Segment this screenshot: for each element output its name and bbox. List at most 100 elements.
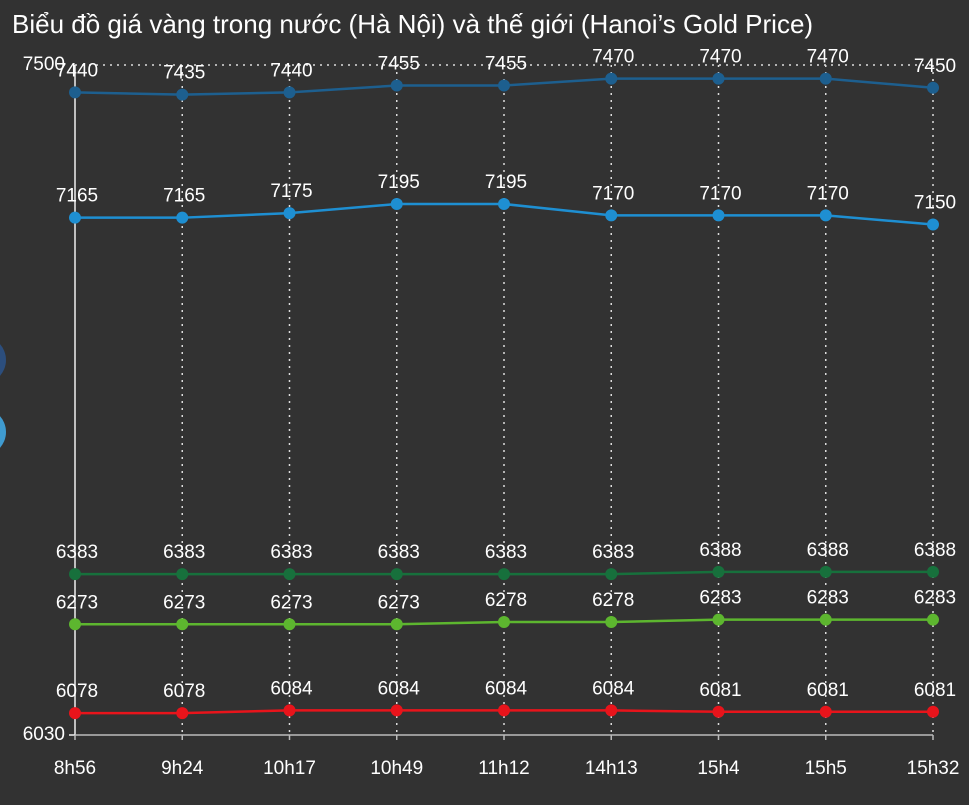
data-label: 6081: [807, 680, 849, 701]
x-tick-label: 15h5: [805, 758, 847, 779]
data-label: 6078: [56, 681, 98, 702]
data-point: [176, 88, 189, 101]
data-point: [69, 211, 81, 224]
data-label: 7450: [914, 56, 956, 77]
data-point: [390, 618, 403, 631]
data-point: [819, 209, 832, 222]
data-label: 6078: [163, 681, 205, 702]
data-label: 6278: [592, 590, 634, 611]
data-point: [712, 565, 725, 578]
data-point: [498, 198, 510, 211]
data-label: 7165: [56, 186, 98, 207]
data-label: 7470: [807, 47, 849, 68]
data-point: [927, 705, 939, 718]
x-tick-label: 10h17: [263, 758, 316, 779]
data-point: [712, 72, 725, 85]
data-point: [176, 707, 189, 720]
data-point: [283, 86, 296, 99]
data-label: 6383: [56, 542, 98, 563]
data-label: 7165: [163, 186, 205, 207]
data-point: [927, 81, 939, 94]
data-label: 6084: [270, 678, 313, 699]
decor-circle: [0, 416, 6, 448]
data-point: [390, 198, 403, 211]
data-point: [390, 704, 403, 717]
data-point: [819, 705, 832, 718]
data-label: 6084: [378, 678, 421, 699]
data-label: 6273: [378, 592, 420, 613]
data-point: [176, 618, 189, 631]
x-tick-label: 11h12: [478, 758, 529, 779]
data-label: 6084: [592, 678, 635, 699]
data-point: [283, 704, 296, 717]
x-tick-label: 15h4: [697, 758, 740, 779]
data-point: [819, 613, 832, 626]
data-label: 6383: [592, 542, 634, 563]
data-label: 7195: [485, 172, 527, 193]
data-label: 6273: [270, 592, 312, 613]
y-tick-label: 7500: [23, 54, 65, 75]
data-point: [69, 86, 81, 99]
data-label: 6081: [699, 680, 741, 701]
data-label: 7170: [807, 183, 849, 204]
data-point: [605, 704, 618, 717]
data-point: [712, 209, 725, 222]
data-point: [498, 79, 510, 92]
data-label: 6383: [163, 542, 205, 563]
data-point: [176, 211, 189, 224]
decor-circle: [0, 344, 6, 376]
data-point: [176, 568, 189, 581]
y-tick-label: 6030: [23, 724, 65, 745]
data-label: 6273: [56, 592, 98, 613]
data-label: 7150: [914, 193, 956, 214]
data-point: [498, 568, 510, 581]
data-label: 6081: [914, 680, 956, 701]
data-label: 7170: [699, 183, 741, 204]
data-point: [498, 704, 510, 717]
data-label: 7435: [163, 63, 205, 84]
data-point: [927, 565, 939, 578]
data-label: 6283: [807, 588, 849, 609]
data-point: [283, 618, 296, 631]
data-label: 7470: [592, 47, 634, 68]
x-tick-label: 10h49: [370, 758, 423, 779]
data-point: [283, 207, 296, 220]
data-label: 6388: [807, 540, 849, 561]
data-point: [927, 613, 939, 626]
data-point: [605, 72, 618, 85]
data-point: [712, 705, 725, 718]
data-label: 7440: [56, 60, 98, 81]
data-label: 7175: [270, 181, 312, 202]
data-point: [283, 568, 296, 581]
data-point: [390, 568, 403, 581]
data-label: 6388: [699, 540, 741, 561]
data-label: 6383: [485, 542, 527, 563]
data-point: [605, 615, 618, 628]
data-label: 6278: [485, 590, 527, 611]
x-tick-label: 8h56: [54, 758, 96, 779]
data-point: [69, 618, 81, 631]
x-tick-label: 9h24: [161, 758, 204, 779]
chart-title: Biểu đồ giá vàng trong nước (Hà Nội) và …: [12, 9, 813, 39]
data-label: 6383: [270, 542, 312, 563]
data-label: 7195: [378, 172, 420, 193]
data-point: [390, 79, 403, 92]
data-label: 7455: [378, 54, 420, 75]
data-label: 6084: [485, 678, 528, 699]
data-point: [605, 568, 618, 581]
data-label: 6383: [378, 542, 420, 563]
data-label: 6283: [914, 588, 956, 609]
data-point: [605, 209, 618, 222]
data-point: [819, 72, 832, 85]
data-label: 7440: [270, 60, 312, 81]
data-label: 7170: [592, 183, 634, 204]
data-point: [498, 615, 510, 628]
x-tick-label: 14h13: [585, 758, 638, 779]
data-point: [69, 707, 81, 720]
data-label: 6283: [699, 588, 741, 609]
x-tick-label: 15h32: [907, 758, 960, 779]
data-label: 7455: [485, 54, 527, 75]
data-point: [927, 218, 939, 231]
